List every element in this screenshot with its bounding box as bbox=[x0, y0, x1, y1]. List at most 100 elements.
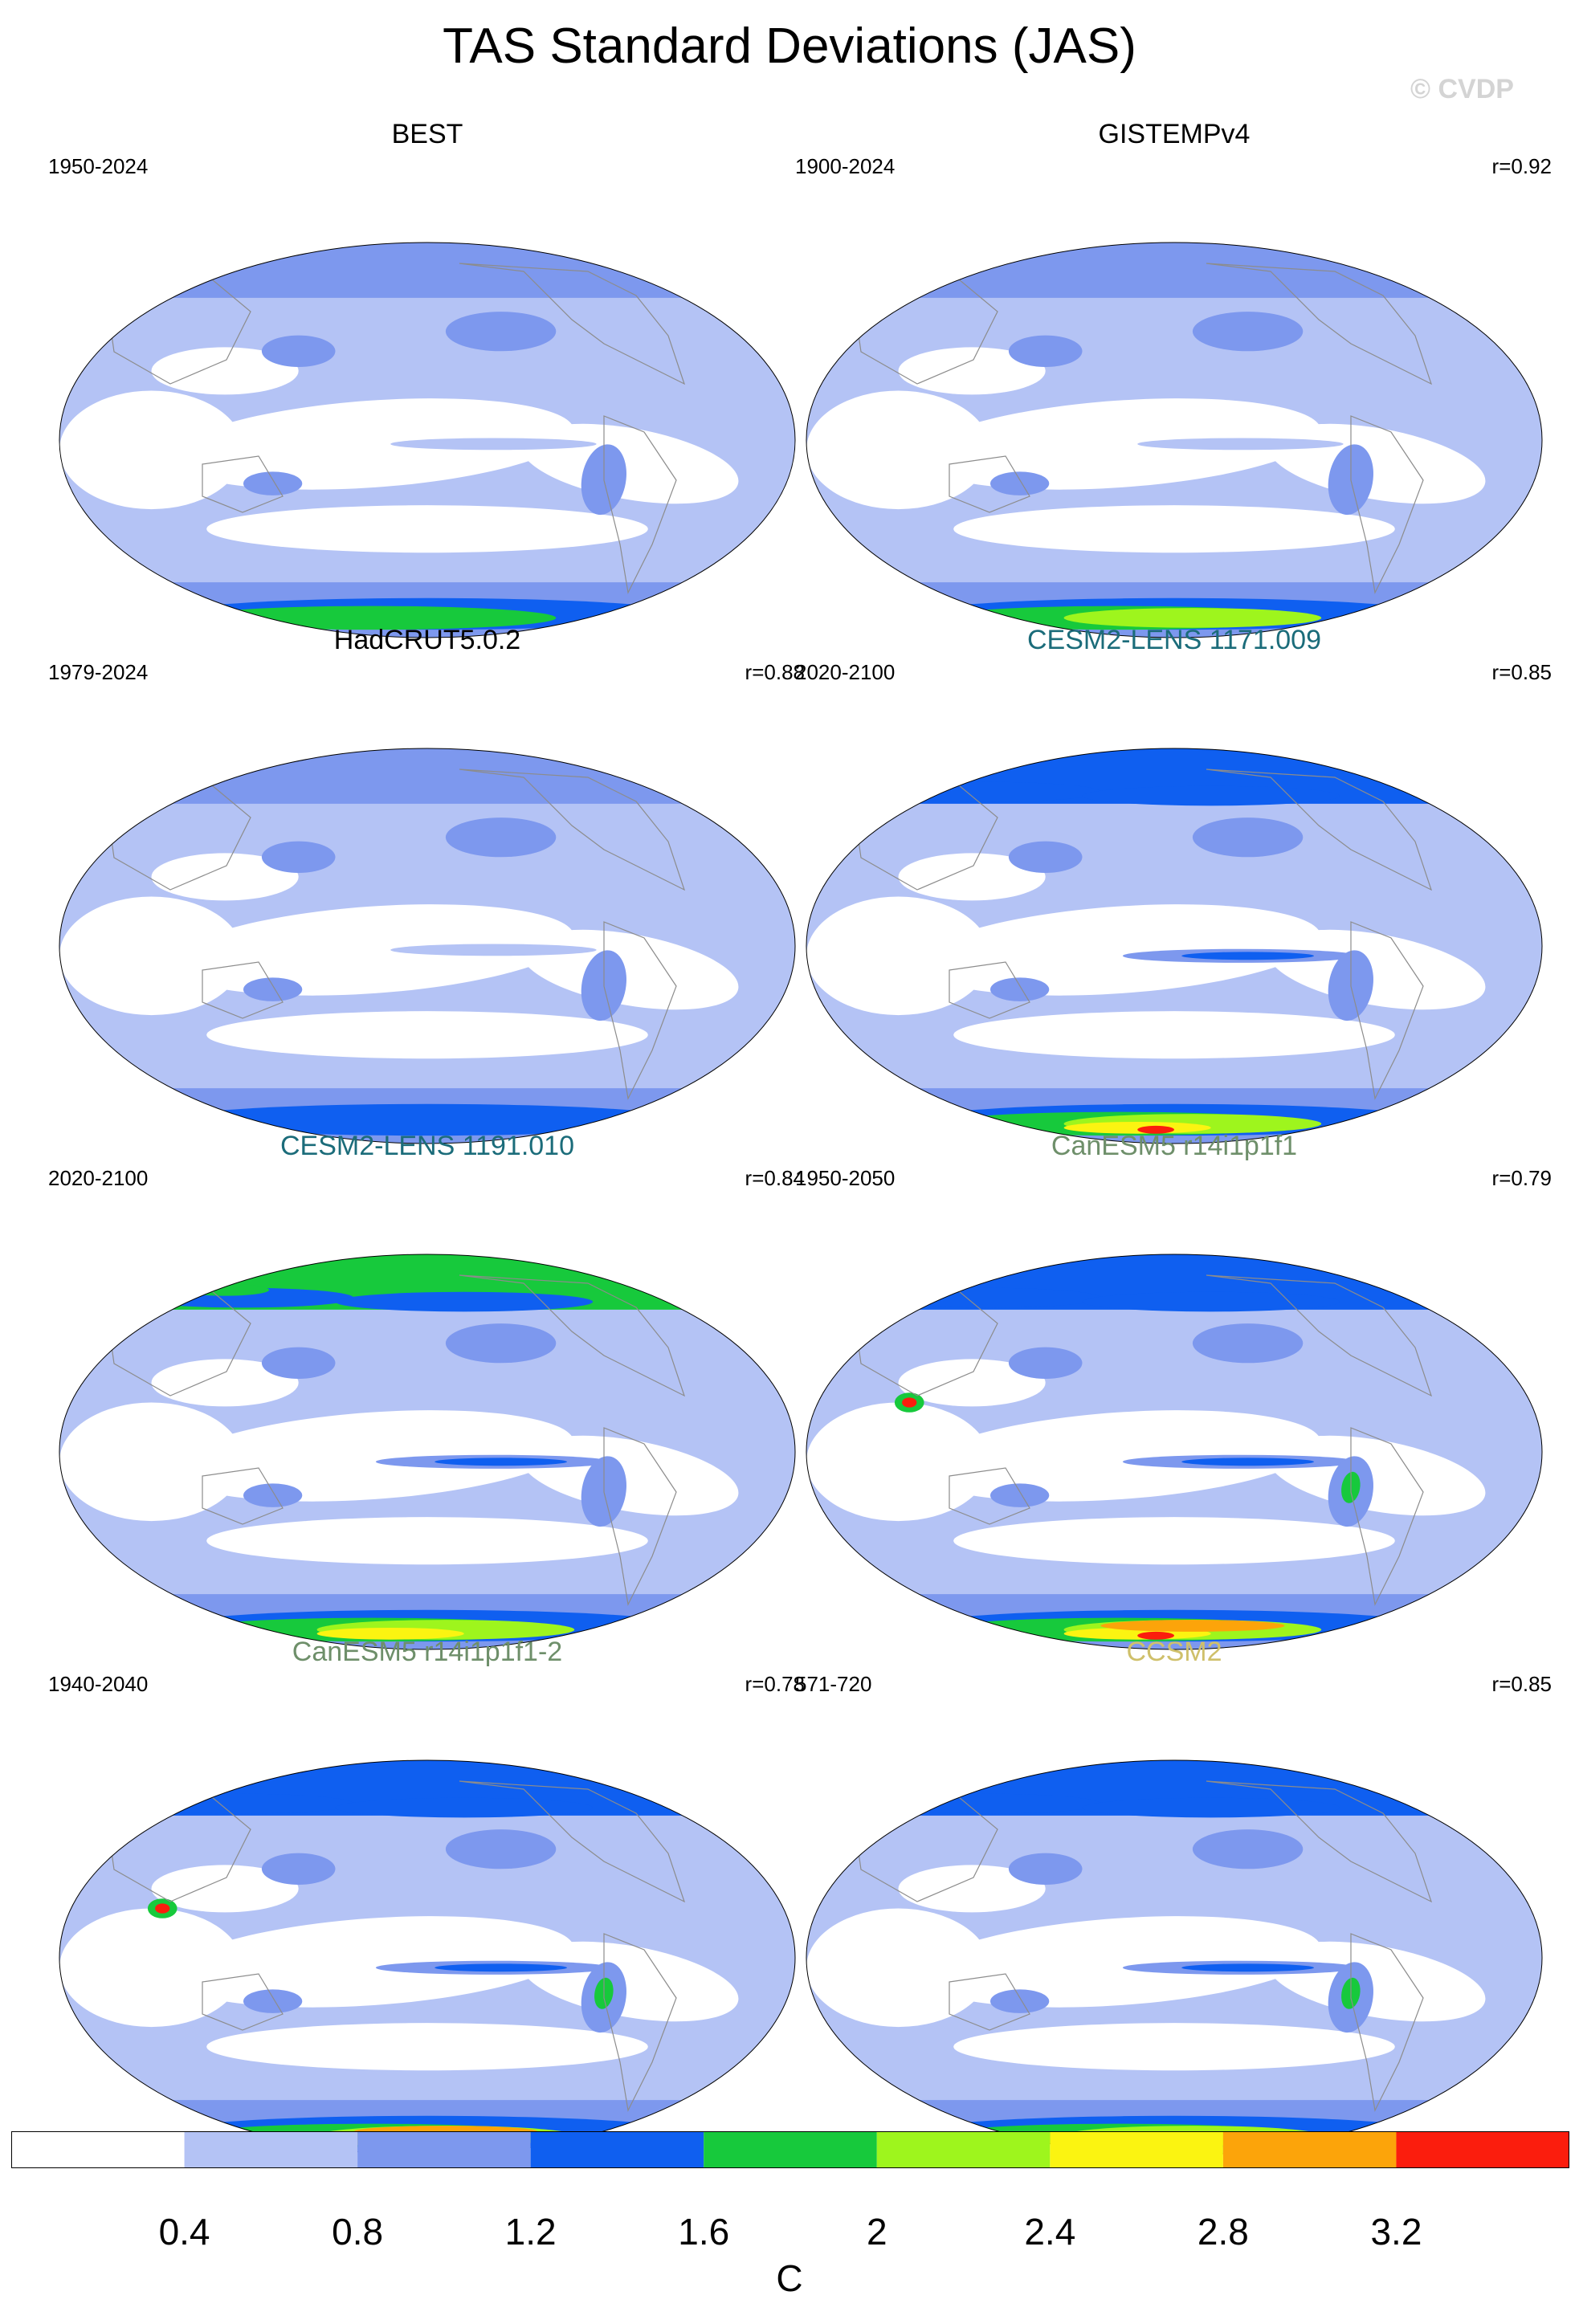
northern-high-region bbox=[1082, 1797, 1340, 1818]
southern-peak-region bbox=[1137, 1125, 1174, 1134]
panel-correlation: r=0.79 bbox=[1491, 1166, 1552, 1190]
low-variability-region bbox=[151, 1865, 299, 1913]
enso-region bbox=[390, 944, 597, 956]
low-variability-region bbox=[59, 390, 243, 510]
low-variability-region bbox=[916, 904, 1321, 996]
colorbar-tick-label: 2.4 bbox=[1024, 2211, 1076, 2253]
colorbar-tick-label: 3.2 bbox=[1370, 2211, 1422, 2253]
himalaya-hotspot bbox=[902, 1397, 917, 1408]
northern-band bbox=[59, 243, 795, 298]
map-panel-gistempv4: GISTEMPv4 1900-2024 r=0.92 bbox=[789, 119, 1560, 638]
northern-peak-region bbox=[181, 1283, 270, 1296]
low-variability-region bbox=[59, 1402, 243, 1522]
map-outline bbox=[59, 748, 796, 1144]
southern-peak-region bbox=[1137, 1631, 1174, 1640]
australia-region bbox=[990, 1483, 1050, 1507]
panel-correlation: r=0.88 bbox=[745, 660, 805, 684]
map-panel-canesm5-2: CanESM5 r14i1p1f1-2 1940-2040 r=0.78 bbox=[42, 1637, 813, 2156]
coastline bbox=[202, 1973, 284, 2031]
colorbar-tick-label: 2 bbox=[866, 2211, 887, 2253]
map-field bbox=[59, 1760, 795, 2155]
panel-period: 1950-2050 bbox=[795, 1166, 896, 1190]
coastline bbox=[949, 455, 1030, 513]
low-variability-region bbox=[151, 347, 299, 395]
map-panel-cesm2-1191: CESM2-LENS 1191.010 2020-2100 r=0.84 bbox=[42, 1131, 813, 1650]
coastline bbox=[202, 1467, 284, 1525]
enso-region bbox=[435, 1458, 568, 1466]
coastline bbox=[1206, 769, 1433, 891]
coastline bbox=[603, 415, 677, 594]
contour-region bbox=[445, 1323, 557, 1364]
low-variability-region bbox=[953, 505, 1395, 553]
map-field bbox=[59, 1254, 795, 1649]
panel-correlation: r=0.84 bbox=[745, 1166, 805, 1190]
panel-correlation: r=0.78 bbox=[745, 1672, 805, 1696]
low-variability-region bbox=[169, 1916, 574, 2008]
contour-region bbox=[1192, 817, 1304, 858]
map-outline bbox=[59, 242, 796, 638]
map-field bbox=[806, 243, 1542, 638]
low-variability-region bbox=[1267, 1435, 1486, 1516]
colorbar-unit-label: C bbox=[776, 2257, 803, 2299]
northern-high-region bbox=[879, 1793, 1101, 1814]
coastline bbox=[603, 1427, 677, 1606]
coastline bbox=[949, 961, 1030, 1019]
cvdp-watermark: © CVDP bbox=[1410, 74, 1514, 104]
panel-title: CESM2-LENS 1171.009 bbox=[1026, 625, 1321, 655]
low-variability-region bbox=[953, 1011, 1395, 1059]
coastline bbox=[949, 1973, 1030, 2031]
panel-title: BEST bbox=[391, 119, 463, 149]
coastline bbox=[202, 455, 284, 513]
australia-region bbox=[990, 471, 1050, 495]
northern-high-region bbox=[879, 781, 1101, 802]
map-svg bbox=[806, 242, 1543, 638]
colorbar-swatch bbox=[357, 2131, 531, 2168]
low-variability-region bbox=[953, 2023, 1395, 2071]
contour-region bbox=[445, 312, 557, 352]
northern-high-region bbox=[335, 1797, 594, 1818]
low-variability-region bbox=[59, 896, 243, 1016]
enso-region bbox=[435, 1963, 568, 1972]
low-variability-region bbox=[206, 505, 648, 553]
low-variability-region bbox=[59, 1908, 243, 2028]
low-variability-region bbox=[206, 1517, 648, 1565]
map-panel-ccsm2: CCSM2 571-720 r=0.85 bbox=[789, 1637, 1560, 2156]
coastline bbox=[603, 1933, 677, 2112]
colorbar-tick-label: 1.6 bbox=[678, 2211, 730, 2253]
southern-peak-region bbox=[1100, 1620, 1285, 1632]
northern-band bbox=[59, 748, 795, 804]
australia-region bbox=[990, 977, 1050, 1001]
southern-high-region bbox=[316, 1627, 464, 1640]
colorbar-swatch bbox=[1050, 2131, 1223, 2168]
enso-region bbox=[390, 438, 597, 451]
panel-period: 2020-2100 bbox=[795, 660, 896, 684]
enso-region bbox=[1181, 952, 1315, 960]
contour-region bbox=[1192, 1323, 1304, 1364]
australia-region bbox=[243, 977, 303, 1001]
low-variability-region bbox=[151, 853, 299, 901]
southern-high-region bbox=[1063, 1121, 1211, 1134]
map-outline bbox=[806, 1254, 1543, 1650]
map-outline bbox=[806, 242, 1543, 638]
contour-region bbox=[261, 1853, 336, 1885]
map-svg bbox=[806, 748, 1543, 1144]
northern-high-region bbox=[335, 1291, 594, 1312]
colorbar-swatch bbox=[11, 2131, 185, 2168]
colorbar-swatch bbox=[1222, 2131, 1397, 2168]
contour-region bbox=[1008, 335, 1083, 367]
coastline bbox=[1350, 1933, 1424, 2112]
australia-region bbox=[243, 1483, 303, 1507]
map-field bbox=[806, 1254, 1542, 1649]
map-field bbox=[806, 1760, 1542, 2155]
low-variability-region bbox=[898, 853, 1046, 901]
contour-region bbox=[1192, 312, 1304, 352]
panel-title: CCSM2 bbox=[1126, 1637, 1222, 1667]
low-variability-region bbox=[806, 390, 990, 510]
himalaya-hotspot bbox=[155, 1903, 170, 1914]
coastline bbox=[949, 1467, 1030, 1525]
colorbar bbox=[11, 2131, 1569, 2168]
low-variability-region bbox=[169, 1410, 574, 1502]
australia-region bbox=[243, 1989, 303, 2013]
northern-high-region bbox=[1082, 1291, 1340, 1312]
northern-high-region bbox=[133, 1793, 354, 1814]
